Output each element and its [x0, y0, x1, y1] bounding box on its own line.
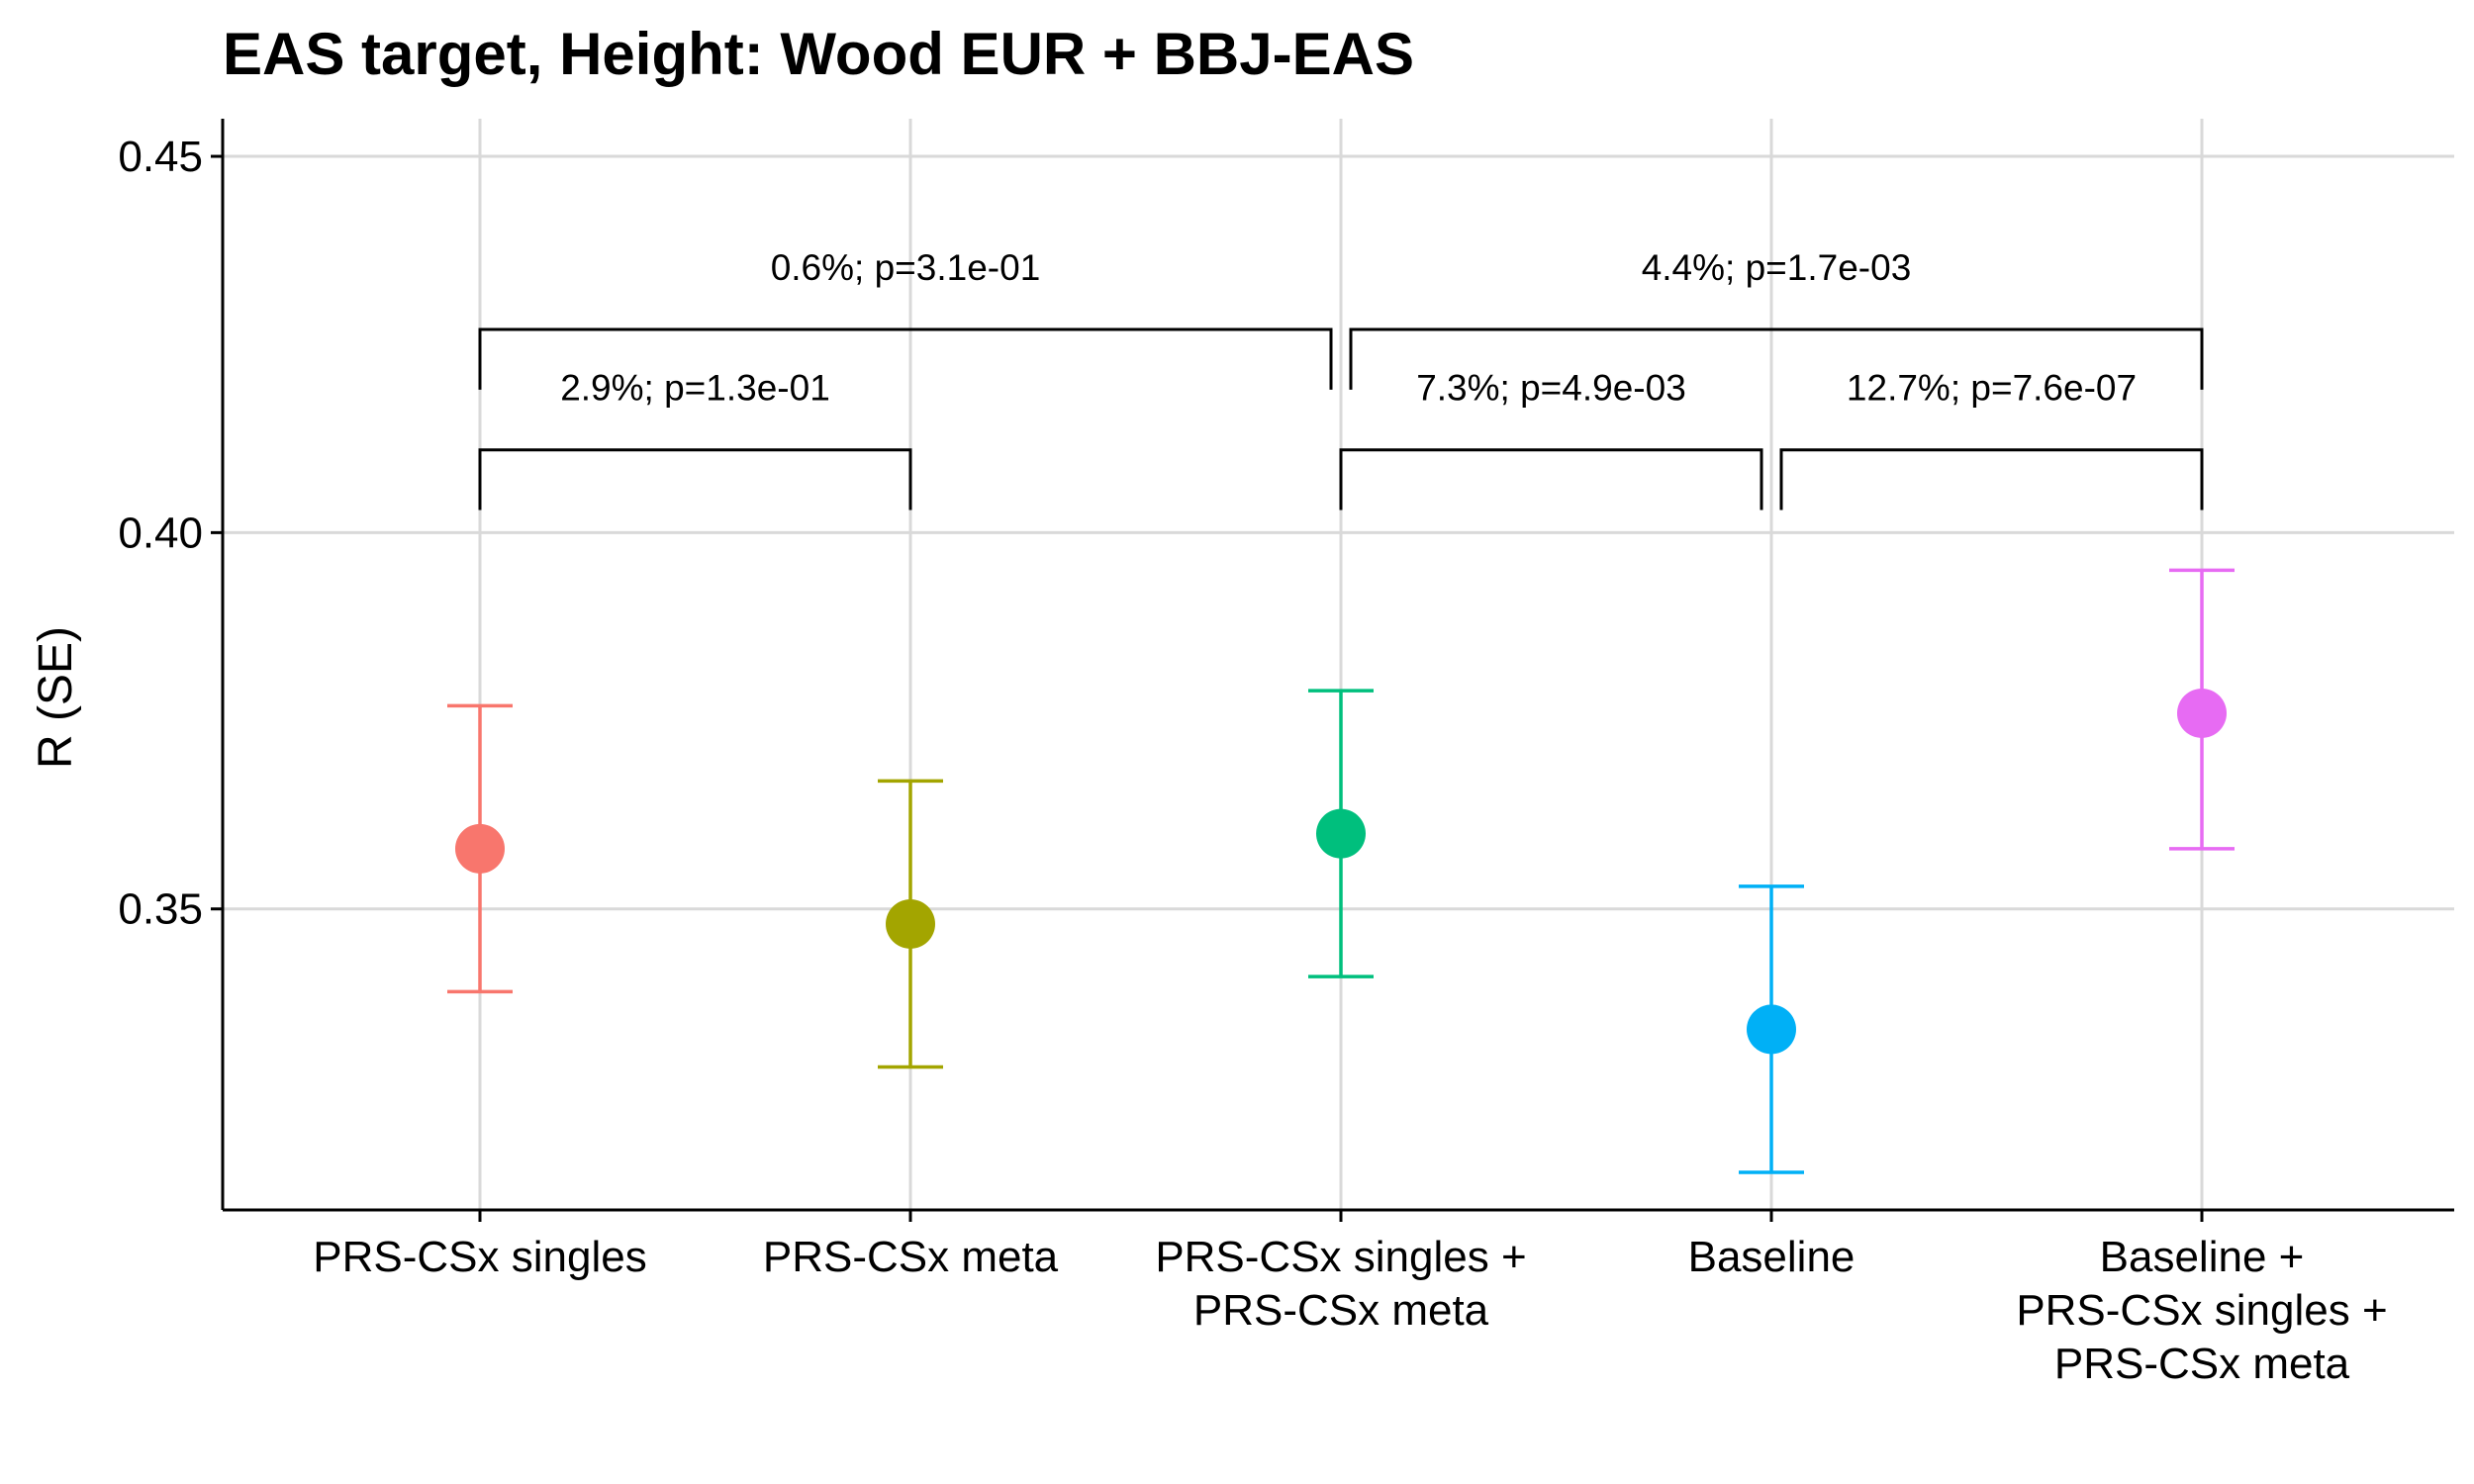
data-point-4 — [2177, 688, 2227, 738]
data-point-0 — [455, 823, 505, 874]
y-tick-label-2: 0.45 — [118, 133, 203, 181]
x-tick-label-2-line-0: PRS-CSx singles + — [1155, 1233, 1526, 1281]
x-tick-label-4: Baseline + PRS-CSx singles + PRS-CSx meta — [2016, 1233, 2387, 1388]
axes — [221, 119, 2454, 1212]
y-axis-label: R (SE) — [30, 626, 82, 769]
x-tick-label-4-line-2: PRS-CSx meta — [2054, 1340, 2350, 1388]
comparison-label-0: 2.9%; p=1.3e-01 — [560, 368, 830, 409]
x-tick-label-4-line-1: PRS-CSx singles + — [2016, 1286, 2387, 1335]
x-tick-label-2-line-1: PRS-CSx meta — [1193, 1286, 1489, 1335]
x-tick-label-2: PRS-CSx singles + PRS-CSx meta — [1155, 1233, 1526, 1335]
y-tick-label-0: 0.35 — [118, 885, 203, 934]
x-tick-label-0: PRS-CSx singles — [313, 1233, 646, 1281]
y-tick-label-1: 0.40 — [118, 509, 203, 557]
comparison-label-3: 0.6%; p=3.1e-01 — [771, 247, 1041, 288]
data-point-2 — [1316, 808, 1366, 859]
comparison-brackets: 2.9%; p=1.3e-01 7.3%; p=4.9e-03 12.7%; p=7… — [478, 247, 2204, 510]
x-tick-label-1-line-0: PRS-CSx meta — [763, 1233, 1059, 1281]
x-tick-label-3-line-0: Baseline — [1688, 1233, 1856, 1281]
x-tick-label-3: Baseline — [1688, 1233, 1856, 1281]
chart-title: EAS target, Height: Wood EUR + BBJ-EAS — [223, 21, 1414, 87]
comparison-label-4: 4.4%; p=1.7e-03 — [1642, 247, 1912, 288]
data-points — [447, 568, 2235, 1174]
comparison-bracket-3 — [478, 327, 1333, 390]
y-ticks: 0.35 0.40 0.45 — [118, 133, 223, 934]
x-tick-label-0-line-0: PRS-CSx singles — [313, 1233, 646, 1281]
x-ticks: PRS-CSx singles PRS-CSx meta PRS-CSx singl… — [313, 1210, 2388, 1388]
comparison-bracket-0 — [478, 448, 912, 510]
comparison-bracket-4 — [1349, 327, 2204, 390]
comparison-bracket-2 — [1779, 448, 2204, 510]
grid — [223, 119, 2454, 1210]
comparison-label-2: 12.7%; p=7.6e-07 — [1847, 368, 2137, 409]
x-tick-label-4-line-0: Baseline + — [2100, 1233, 2305, 1281]
data-point-1 — [886, 898, 935, 949]
x-tick-label-1: PRS-CSx meta — [763, 1233, 1059, 1281]
data-point-3 — [1747, 1004, 1796, 1055]
comparison-label-1: 7.3%; p=4.9e-03 — [1416, 368, 1686, 409]
comparison-bracket-1 — [1339, 448, 1763, 510]
